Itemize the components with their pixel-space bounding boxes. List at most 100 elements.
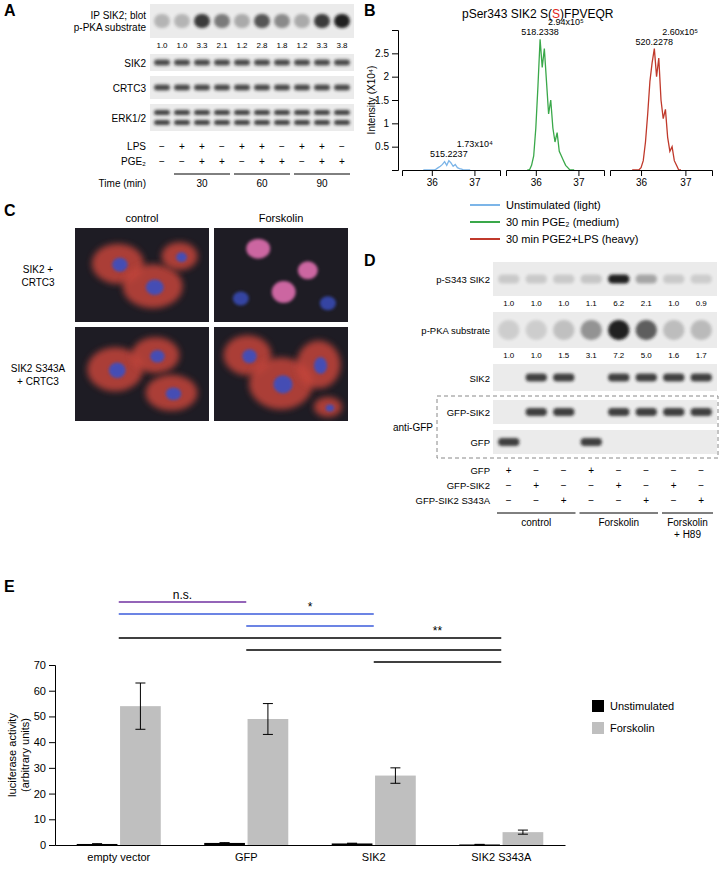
row-label: p-PKA substrate [421,325,490,336]
nucleus [109,363,126,378]
quant-label: 3.8 [336,41,348,50]
band [154,110,170,115]
tick-mark [685,170,686,176]
error-line [518,834,528,835]
cell [297,341,341,389]
row-label: IP SIK2; blot [91,10,147,21]
band [581,275,602,284]
band [214,85,230,91]
construct-sign: − [561,480,567,491]
tick-label: 10 [34,813,46,825]
tick-label: 70 [34,659,46,671]
tick-mark [474,170,475,176]
axis: empty vectorGFPSIK2SIK2 S343A [56,845,566,863]
column-title: control [125,212,158,224]
quant-label: 1.0 [668,299,680,308]
error-line [267,704,268,735]
axis-title: luciferase activity [6,713,18,797]
band [294,85,310,91]
axis-title: (arbitrary units) [19,718,31,792]
quant-label: 7.2 [613,351,625,360]
treatment-sign: − [279,141,285,152]
quant-label: 1.0 [156,41,168,50]
tick-label: 50 [34,710,46,722]
bar [332,843,373,845]
tick: 40 [34,736,55,748]
band [608,374,629,382]
treatment-sign: + [319,141,325,152]
band [314,110,330,115]
legend-label: Forskolin [610,722,655,734]
axis: 010203040506070 [34,659,56,851]
band [234,14,250,28]
treatment-sign: − [159,156,165,167]
plot-area [423,161,470,170]
band [526,275,547,284]
tick: SIK2 [362,845,386,863]
tick-mark [578,170,579,176]
band [334,120,350,125]
band [234,120,250,125]
band [691,275,712,284]
group-line [580,513,659,514]
axis: 3637 [507,170,605,188]
band [663,408,684,416]
panel-d: Dp-S343 SIK21.01.01.01.16.22.11.00.9p-PK… [364,252,718,540]
group-label: control [521,517,551,528]
error-line [347,843,357,844]
tick: 2 [383,71,398,82]
tick-label: GFP [235,851,258,863]
treatment-sign: − [159,141,165,152]
tick-label: 40 [34,736,46,748]
blot-strip [493,262,717,296]
tick-mark [49,845,55,846]
tick-label: 36 [427,177,439,188]
error-bar [220,842,230,844]
significance-line [246,649,501,651]
title-part: pSer343 SIK2 S( [462,7,552,21]
treatment-sign: + [299,141,305,152]
error-bar [135,683,145,729]
construct-sign: − [588,495,594,506]
quant-label: 5.0 [641,351,653,360]
band [254,110,270,115]
tick: 1 [383,118,398,129]
construct-sign: − [616,465,622,476]
band [691,320,712,340]
error-line [347,843,357,844]
group-label: + H89 [674,529,701,540]
quant-label: 1.0 [531,351,543,360]
band [498,275,519,284]
band [498,438,519,446]
bar [375,776,416,845]
time-label: 90 [316,178,328,189]
construct-sign: − [698,480,704,491]
legend-swatch [592,700,604,712]
treatment-sign: + [319,156,325,167]
row-label: SIK2 [124,58,146,69]
band [214,110,230,115]
legend-label: Unstimulated (light) [506,199,601,211]
band [294,14,310,28]
blot-strip [150,104,354,131]
row-label: ERK1/2 [112,113,147,124]
band [314,60,330,66]
band [334,14,350,28]
tick-label: SIK2 S343A [471,851,532,863]
construct-sign: − [533,465,539,476]
dashed-box [437,396,718,458]
micrograph-bg [75,327,209,421]
nucleus [272,281,296,303]
band [663,374,684,382]
band [194,85,210,91]
construct-sign: − [643,480,649,491]
cell [131,337,179,373]
tick-label: 30 [34,762,46,774]
treatment-sign: − [179,156,185,167]
tick-mark [392,100,398,101]
tick: 0.5 [375,141,398,152]
band [526,320,547,340]
panel-e: E010203040506070empty vectorGFPSIK2SIK2 … [4,578,674,863]
band [194,14,210,28]
significance-line [119,613,374,615]
